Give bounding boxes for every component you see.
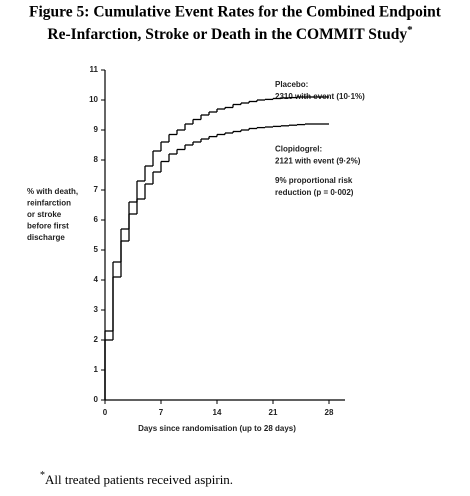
annotation: 2121 with event (9·2%) bbox=[275, 157, 361, 166]
footnote-marker: * bbox=[40, 470, 45, 481]
y-tick-label: 3 bbox=[94, 305, 99, 314]
x-tick-label: 28 bbox=[325, 408, 334, 417]
annotation: Placebo: bbox=[275, 80, 308, 89]
y-tick-label: 6 bbox=[94, 215, 99, 224]
y-tick-label: 9 bbox=[94, 125, 99, 134]
y-tick-label: 0 bbox=[94, 395, 99, 404]
y-axis-label: % with death, bbox=[27, 187, 78, 196]
chart-title: Figure 5: Cumulative Event Rates for the… bbox=[29, 4, 442, 21]
y-tick-label: 1 bbox=[94, 365, 99, 374]
y-tick-label: 11 bbox=[90, 65, 99, 74]
title-line: Re-Infarction, Stroke or Death in the CO… bbox=[47, 26, 407, 43]
y-tick-label: 7 bbox=[94, 185, 99, 194]
x-tick-label: 21 bbox=[269, 408, 278, 417]
x-tick-label: 7 bbox=[159, 408, 164, 417]
y-axis-label: discharge bbox=[27, 233, 65, 242]
footnote-text: All treated patients received aspirin. bbox=[45, 472, 233, 487]
x-axis-label: Days since randomisation (up to 28 days) bbox=[138, 424, 296, 433]
y-tick-label: 4 bbox=[94, 275, 99, 284]
y-axis-label: reinfarction bbox=[27, 199, 71, 208]
y-tick-label: 5 bbox=[94, 245, 99, 254]
x-tick-label: 14 bbox=[213, 408, 222, 417]
y-tick-label: 10 bbox=[89, 95, 98, 104]
annotation: reduction (p = 0·002) bbox=[275, 188, 354, 197]
footnote: *All treated patients received aspirin. bbox=[40, 470, 233, 487]
annotation: Clopidogrel: bbox=[275, 145, 322, 154]
y-tick-label: 2 bbox=[94, 335, 99, 344]
y-tick-label: 8 bbox=[94, 155, 99, 164]
y-axis-label: before first bbox=[27, 222, 69, 231]
annotation: 9% proportional risk bbox=[275, 176, 353, 185]
y-axis-label: or stroke bbox=[27, 210, 62, 219]
chart-title: Re-Infarction, Stroke or Death in the CO… bbox=[47, 24, 413, 43]
x-tick-label: 0 bbox=[103, 408, 108, 417]
title-marker: * bbox=[407, 24, 413, 36]
